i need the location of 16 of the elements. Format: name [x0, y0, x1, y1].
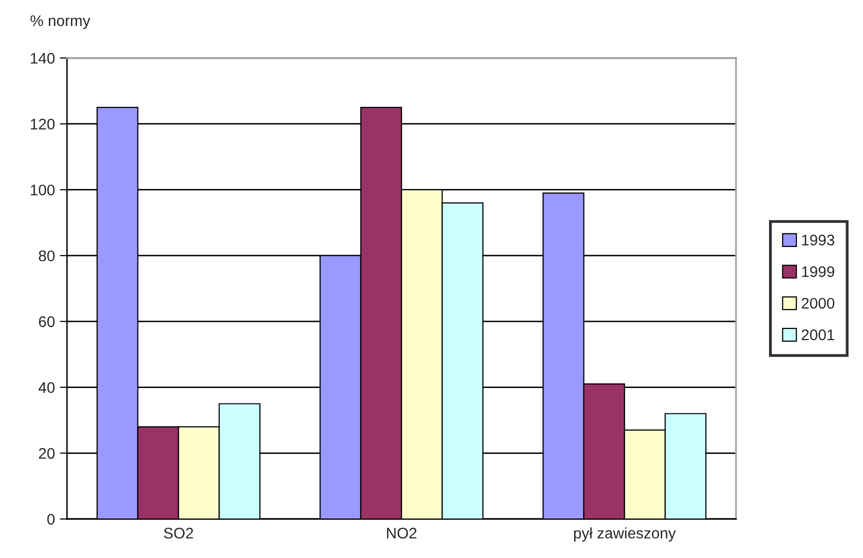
- y-axis-title: % normy: [30, 15, 90, 30]
- y-tick-label: 40: [38, 382, 55, 393]
- legend-label: 2000: [802, 298, 834, 309]
- y-tick-label: 0: [47, 514, 55, 525]
- y-tick-label: 120: [30, 118, 55, 130]
- legend-label: 2001: [802, 329, 834, 340]
- legend-label: 1999: [802, 266, 834, 278]
- x-tick-label: NO2: [387, 528, 416, 539]
- y-tick-label: 60: [38, 316, 55, 328]
- y-tick-label: 80: [38, 250, 55, 262]
- y-tick-label: 20: [38, 448, 55, 459]
- x-tick-label: SO2: [164, 528, 194, 539]
- legend-label: 1993: [802, 234, 834, 246]
- x-tick-label: pył zawieszony: [574, 527, 676, 542]
- y-tick-label: 100: [30, 184, 55, 196]
- y-tick-label: 140: [30, 52, 55, 64]
